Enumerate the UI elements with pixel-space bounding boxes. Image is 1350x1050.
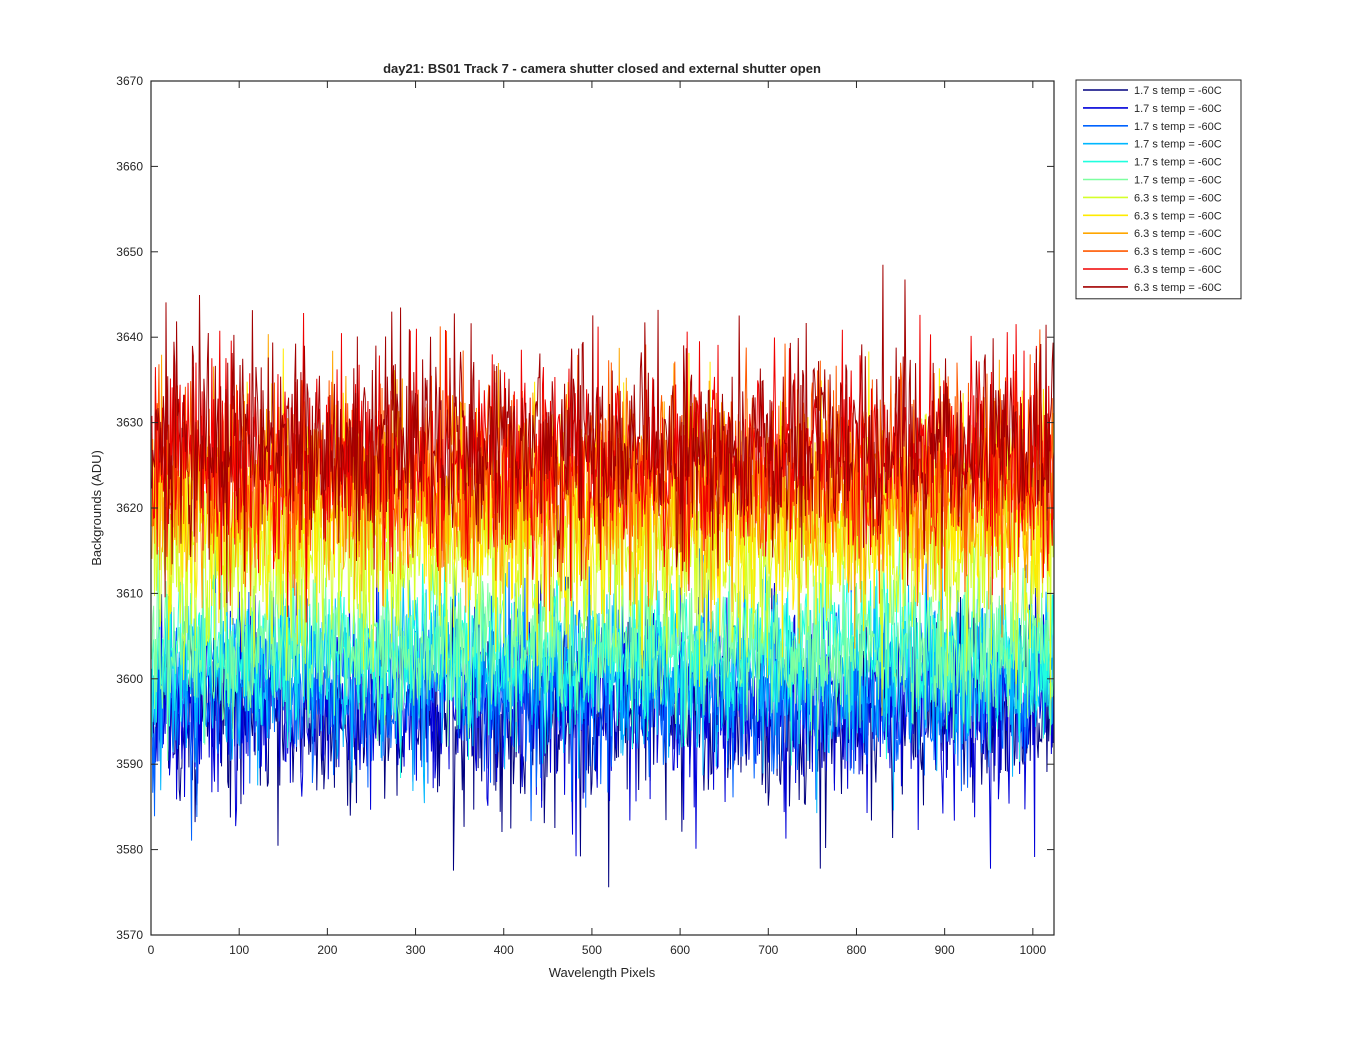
plot-area: 0 100 200 300 400 500 600 700 800 900 1000 3570 358… (116, 74, 1055, 957)
legend-entry: 1.7 s temp = -60C (1083, 121, 1222, 133)
x-tick-label: 800 (846, 943, 866, 957)
y-tick-label: 3630 (116, 416, 143, 430)
legend-label: 1.7 s temp = -60C (1134, 121, 1222, 133)
x-tick-label: 0 (148, 943, 155, 957)
legend-box (1075, 79, 1242, 300)
legend-entry: 6.3 s temp = -60C (1083, 210, 1222, 222)
legend-label: 6.3 s temp = -60C (1134, 192, 1222, 204)
legend-entry: 1.7 s temp = -60C (1083, 85, 1222, 97)
x-tick-label: 900 (935, 943, 955, 957)
legend-label: 6.3 s temp = -60C (1134, 282, 1222, 294)
x-tick-label: 1000 (1019, 943, 1046, 957)
legend-entry: 6.3 s temp = -60C (1083, 264, 1222, 276)
x-tick-label: 400 (494, 943, 514, 957)
legend-label: 6.3 s temp = -60C (1134, 228, 1222, 240)
legend-entry: 6.3 s temp = -60C (1083, 282, 1222, 294)
x-axis-label: Wavelength Pixels (549, 965, 656, 980)
legend-entry: 1.7 s temp = -60C (1083, 139, 1222, 151)
legend-entry: 6.3 s temp = -60C (1083, 192, 1222, 204)
x-tick-label: 700 (758, 943, 778, 957)
legend-entry: 6.3 s temp = -60C (1083, 228, 1222, 240)
x-axis-ticks: 0 100 200 300 400 500 600 700 800 900 1000 (148, 81, 1047, 957)
series-line-12 (151, 264, 1054, 603)
y-axis-ticks: 3570 3580 3590 3600 3610 3620 3630 3640 3650 3660… (116, 74, 1054, 942)
x-tick-label: 500 (582, 943, 602, 957)
legend-label: 1.7 s temp = -60C (1134, 139, 1222, 151)
legend: 1.7 s temp = -60C 1.7 s temp = -60C 1.7 s … (1075, 79, 1242, 300)
y-tick-label: 3610 (116, 586, 143, 600)
legend-entry: 6.3 s temp = -60C (1083, 246, 1222, 258)
y-tick-label: 3640 (116, 330, 143, 344)
chart-title: day21: BS01 Track 7 - camera shutter clo… (383, 61, 821, 76)
legend-label: 1.7 s temp = -60C (1134, 103, 1222, 115)
y-tick-label: 3570 (116, 928, 143, 942)
legend-label: 6.3 s temp = -60C (1134, 210, 1222, 222)
y-tick-label: 3600 (116, 672, 143, 686)
y-tick-label: 3670 (116, 74, 143, 88)
y-tick-label: 3580 (116, 843, 143, 857)
legend-label: 1.7 s temp = -60C (1134, 85, 1222, 97)
y-tick-label: 3620 (116, 501, 143, 515)
x-tick-label: 300 (406, 943, 426, 957)
legend-entry: 1.7 s temp = -60C (1083, 157, 1222, 169)
legend-entry: 1.7 s temp = -60C (1083, 175, 1222, 187)
legend-entry: 1.7 s temp = -60C (1083, 103, 1222, 115)
series-lines (151, 264, 1054, 888)
y-tick-label: 3660 (116, 159, 143, 173)
y-tick-label: 3650 (116, 245, 143, 259)
y-axis-label: Backgrounds (ADU) (89, 450, 104, 566)
legend-label: 6.3 s temp = -60C (1134, 246, 1222, 258)
y-tick-label: 3590 (116, 757, 143, 771)
x-tick-label: 600 (670, 943, 690, 957)
legend-label: 1.7 s temp = -60C (1134, 175, 1222, 187)
legend-label: 6.3 s temp = -60C (1134, 264, 1222, 276)
legend-label: 1.7 s temp = -60C (1134, 157, 1222, 169)
x-tick-label: 100 (229, 943, 249, 957)
x-tick-label: 200 (317, 943, 337, 957)
